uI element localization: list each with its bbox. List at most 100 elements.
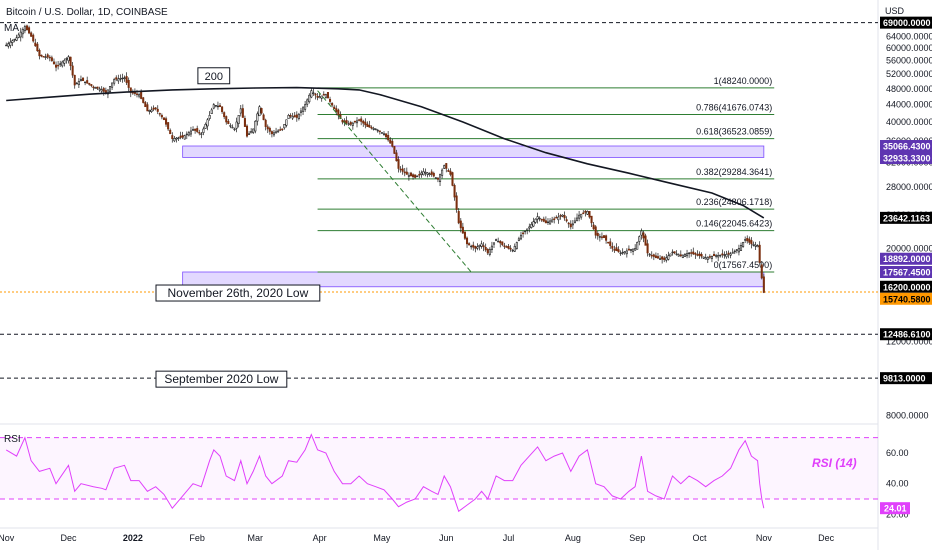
candle-body bbox=[752, 244, 755, 246]
candle bbox=[17, 32, 20, 39]
candle-body bbox=[669, 253, 672, 257]
candle-body bbox=[266, 126, 269, 130]
price-tag-bg bbox=[880, 292, 932, 305]
candle-body bbox=[538, 217, 541, 220]
candle bbox=[196, 125, 199, 134]
candle bbox=[758, 241, 761, 265]
candle-body bbox=[337, 109, 340, 116]
candle bbox=[185, 131, 188, 140]
candle bbox=[553, 216, 556, 224]
time-tick-label: Mar bbox=[248, 533, 264, 543]
candle-body bbox=[173, 138, 176, 142]
candle-body bbox=[15, 37, 18, 41]
candle bbox=[490, 241, 493, 254]
candle-body bbox=[739, 245, 743, 251]
price-tick-label: 56000.0000 bbox=[886, 56, 932, 66]
candle-body bbox=[160, 115, 163, 118]
candle-body bbox=[708, 256, 711, 258]
candle bbox=[28, 25, 31, 35]
time-axis[interactable]: Nov Dec 2022 Feb Mar Apr May Jun Jul Aug Sep Oct Nov… bbox=[0, 533, 835, 543]
candle-body bbox=[683, 254, 686, 257]
candle bbox=[13, 38, 16, 43]
candle-body bbox=[108, 86, 112, 93]
candle-body bbox=[322, 93, 325, 96]
candle-body bbox=[681, 254, 684, 258]
candle-body bbox=[138, 94, 141, 97]
candle-body bbox=[472, 244, 475, 248]
candle-body bbox=[605, 235, 608, 241]
candle-body bbox=[737, 248, 740, 253]
candle-body bbox=[578, 214, 581, 219]
candle bbox=[445, 163, 448, 173]
candle bbox=[540, 218, 543, 222]
candle-body bbox=[119, 78, 122, 80]
candle bbox=[227, 119, 230, 125]
candle bbox=[44, 53, 47, 60]
candle bbox=[588, 211, 591, 219]
time-tick-label: Oct bbox=[692, 533, 707, 543]
candle bbox=[100, 86, 103, 94]
candle bbox=[596, 230, 599, 240]
candle bbox=[735, 248, 738, 254]
moving-average-200 bbox=[6, 86, 765, 219]
candle bbox=[613, 245, 616, 253]
candle-body bbox=[229, 125, 232, 127]
candle-body bbox=[34, 42, 37, 47]
candle-body bbox=[656, 256, 660, 259]
price-tag: 18892.0000 bbox=[880, 252, 932, 265]
candle-body bbox=[389, 139, 392, 144]
fib-label-0: 1(48240.0000) bbox=[714, 76, 773, 86]
candle bbox=[23, 24, 26, 34]
candle-body bbox=[368, 125, 371, 128]
candle-body bbox=[225, 116, 228, 123]
candle-body bbox=[349, 122, 352, 125]
candle-body bbox=[542, 218, 545, 222]
time-tick-label: 2022 bbox=[123, 533, 143, 543]
candle-body bbox=[629, 249, 633, 251]
candle-body bbox=[420, 172, 423, 175]
candle bbox=[275, 127, 278, 134]
candle bbox=[34, 38, 37, 47]
candle-body bbox=[432, 172, 435, 177]
candle-body bbox=[451, 172, 454, 186]
candle-body bbox=[646, 243, 649, 254]
candle bbox=[640, 228, 643, 240]
candle-body bbox=[299, 110, 302, 113]
candle bbox=[715, 253, 718, 259]
time-tick-label: Apr bbox=[313, 533, 327, 543]
candle-body bbox=[270, 131, 273, 135]
candle bbox=[746, 235, 749, 244]
time-tick-label: Nov bbox=[0, 533, 15, 543]
candle-body bbox=[679, 254, 682, 257]
candle-body bbox=[671, 251, 674, 254]
price-tag-label: 9813.0000 bbox=[883, 374, 926, 384]
candle-body bbox=[23, 26, 26, 32]
candle-body bbox=[663, 257, 666, 260]
candle-body bbox=[590, 215, 593, 224]
candle-body bbox=[295, 114, 298, 118]
candle-body bbox=[426, 172, 429, 175]
candle-body bbox=[712, 254, 716, 257]
candle-body bbox=[397, 159, 400, 169]
candle-body bbox=[729, 253, 732, 256]
fib-label-2: 0.618(36523.0859) bbox=[696, 127, 772, 137]
candle bbox=[252, 128, 255, 135]
candle-body bbox=[208, 114, 211, 119]
candle-body bbox=[326, 92, 329, 99]
candle bbox=[355, 117, 359, 128]
candle bbox=[310, 88, 313, 99]
candle bbox=[148, 109, 151, 115]
candle-body bbox=[185, 133, 188, 136]
candle-body bbox=[198, 132, 201, 134]
candle-body bbox=[615, 247, 618, 251]
candle bbox=[584, 210, 587, 217]
candle bbox=[459, 218, 462, 233]
candle-body bbox=[366, 123, 369, 127]
candle bbox=[463, 231, 466, 240]
time-tick-label: Nov bbox=[756, 533, 773, 543]
candle-body bbox=[540, 219, 543, 221]
candle-body bbox=[333, 106, 336, 110]
candle bbox=[447, 168, 450, 172]
candle-body bbox=[19, 31, 22, 38]
